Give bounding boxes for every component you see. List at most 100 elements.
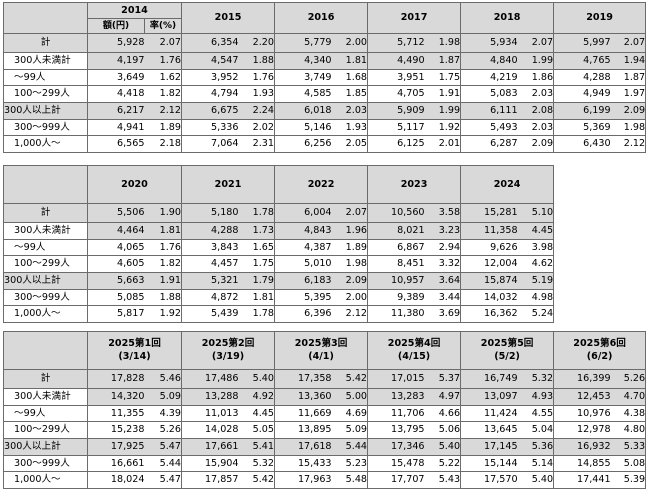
- rate-cell: 5.09: [331, 421, 369, 439]
- rate-cell: 1.88: [238, 52, 276, 70]
- round-date: (5/2): [494, 351, 520, 362]
- row-label: 300人以上計: [3, 438, 88, 456]
- rate-cell: 1.98: [610, 119, 647, 136]
- round-name: 2025第5回: [480, 338, 534, 350]
- rate-cell: 1.88: [144, 289, 183, 306]
- round-date: (6/2): [586, 351, 613, 362]
- amount-cell: 6,217: [87, 102, 145, 120]
- amount-cell: 4,197: [87, 52, 145, 70]
- rate-cell: 2.05: [331, 135, 369, 153]
- amount-cell: 4,065: [87, 239, 145, 256]
- rate-cell: 4.45: [238, 405, 276, 422]
- rate-cell: 5.22: [424, 455, 462, 472]
- amount-cell: 4,387: [274, 239, 332, 256]
- table-2014-2019: 2014 2015 2016 2017 2018 2019 額(円) 率(%) …: [3, 2, 647, 153]
- amount-cell: 5,506: [87, 203, 145, 223]
- rate-cell: 5.37: [424, 369, 462, 389]
- amount-cell: 13,795: [367, 421, 425, 439]
- rate-cell: 1.89: [144, 119, 183, 136]
- rate-cell: 4.55: [517, 405, 555, 422]
- rate-cell: 1.91: [424, 85, 462, 103]
- amount-cell: 11,358: [460, 222, 518, 240]
- corner-cell: [3, 2, 88, 34]
- amount-cell: 11,380: [367, 305, 425, 323]
- rate-cell: 4.92: [238, 388, 276, 406]
- rate-cell: 1.91: [144, 272, 183, 290]
- round-name: 2025第3回: [294, 338, 348, 350]
- rate-cell: 3.32: [424, 255, 462, 273]
- amount-cell: 12,004: [460, 255, 518, 273]
- amount-cell: 4,464: [87, 222, 145, 240]
- rate-cell: 2.09: [517, 135, 555, 153]
- amount-cell: 15,478: [367, 455, 425, 472]
- rate-cell: 1.62: [144, 69, 183, 86]
- table-row: 300人以上計 5,663 1.91 5,321 1.79 6,183 2.09 10,957…: [3, 272, 555, 290]
- table-row: 100～299人 4,605 1.82 4,457 1.75 5,010 1.98 8,451…: [3, 255, 555, 273]
- rate-cell: 2.02: [238, 119, 276, 136]
- rate-cell: 1.75: [238, 255, 276, 273]
- amount-cell: 4,490: [367, 52, 425, 70]
- rate-cell: 5.14: [517, 455, 555, 472]
- rate-cell: 1.93: [331, 119, 369, 136]
- row-label: 300～999人: [3, 119, 88, 136]
- row-label: 300人未満計: [3, 52, 88, 70]
- amount-cell: 6,354: [181, 33, 239, 53]
- rate-cell: 5.44: [144, 455, 183, 472]
- amount-cell: 16,399: [553, 369, 611, 389]
- rate-cell: 2.09: [331, 272, 369, 290]
- rate-cell: 5.36: [517, 438, 555, 456]
- rate-cell: 5.42: [331, 369, 369, 389]
- rate-cell: 1.79: [238, 272, 276, 290]
- rate-cell: 4.66: [424, 405, 462, 422]
- year-header: 2021: [181, 165, 276, 204]
- round-header: 2025第5回 (5/2): [460, 331, 555, 370]
- rate-cell: 2.07: [517, 33, 555, 53]
- rate-cell: 1.96: [331, 222, 369, 240]
- table-row: 計 5,928 2.07 6,354 2.20 5,779 2.00 5,712 1.98 5,9…: [3, 33, 647, 53]
- year-header: 2024: [460, 165, 555, 204]
- rate-cell: 5.41: [238, 438, 276, 456]
- rate-cell: 3.69: [424, 305, 462, 323]
- rate-cell: 1.65: [238, 239, 276, 256]
- amount-cell: 6,430: [553, 135, 611, 153]
- round-date: (3/14): [118, 351, 151, 362]
- amount-cell: 13,288: [181, 388, 239, 406]
- amount-cell: 15,904: [181, 455, 239, 472]
- amount-cell: 17,015: [367, 369, 425, 389]
- round-date: (4/15): [397, 351, 431, 362]
- rate-cell: 1.86: [517, 69, 555, 86]
- rate-cell: 4.38: [610, 405, 647, 422]
- amount-cell: 6,256: [274, 135, 332, 153]
- rate-cell: 1.82: [144, 255, 183, 273]
- rate-cell: 4.62: [517, 255, 555, 273]
- amount-cell: 7,064: [181, 135, 239, 153]
- rate-cell: 1.82: [144, 85, 183, 103]
- round-header: 2025第3回 (4/1): [274, 331, 369, 370]
- amount-cell: 5,439: [181, 305, 239, 323]
- rate-cell: 1.73: [238, 222, 276, 240]
- rate-cell: 5.48: [331, 471, 369, 489]
- row-label: 300人未満計: [3, 388, 88, 406]
- amount-cell: 5,395: [274, 289, 332, 306]
- amount-cell: 5,817: [87, 305, 145, 323]
- amount-cell: 4,941: [87, 119, 145, 136]
- rate-cell: 5.47: [144, 471, 183, 489]
- rate-cell: 5.09: [144, 388, 183, 406]
- round-header: 2025第6回 (6/2): [553, 331, 647, 370]
- amount-cell: 4,872: [181, 289, 239, 306]
- amount-cell: 6,867: [367, 239, 425, 256]
- amount-cell: 5,085: [87, 289, 145, 306]
- round-header: 2025第1回 (3/14): [86, 331, 183, 370]
- amount-cell: 11,013: [181, 405, 239, 422]
- table-row: 1,000人～ 5,817 1.92 5,439 1.78 6,396 2.12 11,380…: [3, 305, 555, 323]
- amount-cell: 16,661: [87, 455, 145, 472]
- amount-cell: 4,794: [181, 85, 239, 103]
- amount-cell: 17,661: [181, 438, 239, 456]
- row-label: 300～999人: [3, 455, 88, 472]
- rate-cell: 5.40: [238, 369, 276, 389]
- amount-cell: 5,779: [274, 33, 332, 53]
- round-date: (3/19): [211, 351, 245, 362]
- rate-cell: 2.07: [610, 33, 647, 53]
- row-label: ～99人: [3, 239, 88, 256]
- rate-cell: 1.99: [517, 52, 555, 70]
